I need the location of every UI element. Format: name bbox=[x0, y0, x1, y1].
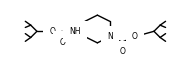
Text: O: O bbox=[59, 38, 65, 47]
Text: O: O bbox=[49, 27, 55, 36]
Text: O: O bbox=[119, 47, 125, 56]
Text: N: N bbox=[107, 32, 113, 41]
Text: O: O bbox=[132, 32, 138, 41]
Text: NH: NH bbox=[69, 27, 81, 36]
